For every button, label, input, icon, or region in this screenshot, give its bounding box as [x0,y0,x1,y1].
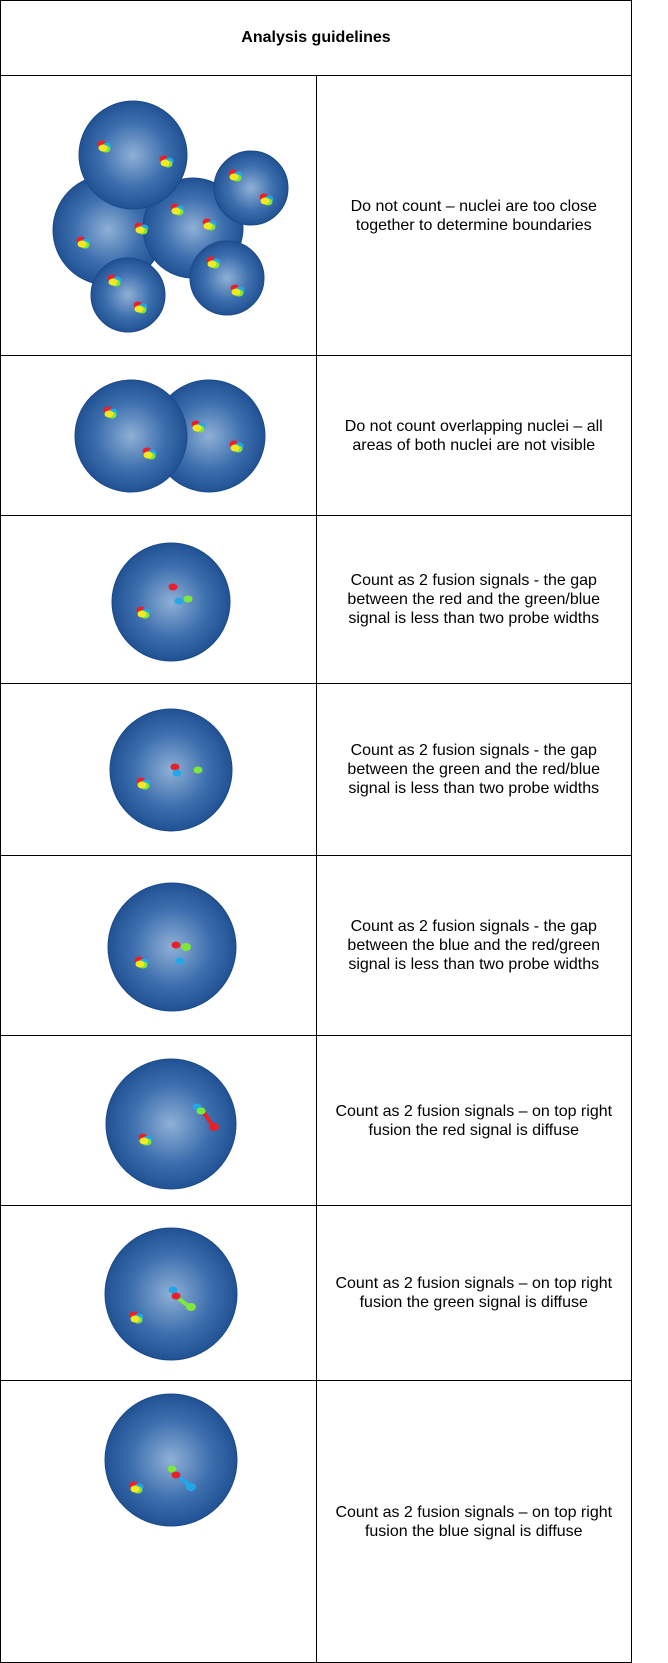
guideline-text: Do not count overlapping nuclei – all ar… [315,355,632,516]
image-cell [0,855,317,1036]
nuclei-image [109,708,233,831]
nuclei-image [105,1058,237,1189]
image-cell [0,515,317,684]
image-cell [0,1035,317,1206]
guideline-text: Count as 2 fusion signals – on top right… [315,1380,632,1663]
guidelines-table: Analysis guidelines Do not count – nucle… [0,0,632,1663]
guideline-text: Count as 2 fusion signals – on top right… [315,1205,632,1381]
nuclei-image [111,542,231,661]
guideline-text: Do not count – nuclei are too close toge… [315,75,632,356]
table-header: Analysis guidelines [0,0,632,76]
nuclei-image [104,1393,238,1526]
guideline-text: Count as 2 fusion signals – on top right… [315,1035,632,1206]
guideline-text: Count as 2 fusion signals - the gap betw… [315,855,632,1036]
image-cell [0,1205,317,1381]
guideline-text: Count as 2 fusion signals - the gap betw… [315,515,632,684]
nuclei-image [74,379,266,492]
image-cell [0,683,317,856]
image-cell [0,355,317,516]
image-cell [0,1380,317,1663]
guideline-text: Count as 2 fusion signals - the gap betw… [315,683,632,856]
nuclei-image [104,1227,238,1360]
nuclei-image [52,100,289,332]
image-cell [0,75,317,356]
nuclei-image [107,882,237,1011]
